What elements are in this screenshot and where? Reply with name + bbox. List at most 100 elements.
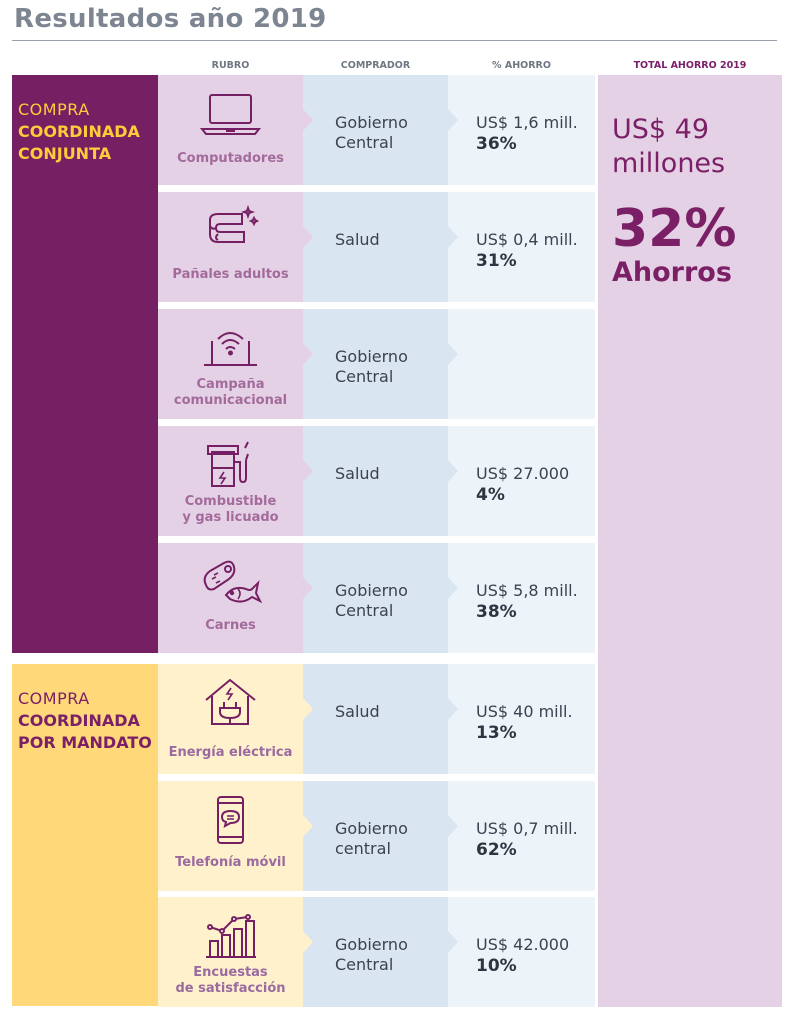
header-rubro: RUBRO <box>158 60 303 80</box>
rubro-label-line: Carnes <box>205 618 256 633</box>
comprador-line: Central <box>335 367 394 386</box>
table-row: Computadores Gobierno Central US$ 1,6 mi… <box>158 75 595 185</box>
group-compra-conjunta: COMPRA COORDINADA CONJUNTA <box>12 75 170 653</box>
comprador-cell: Salud <box>303 664 458 774</box>
ahorro-amount: US$ 5,8 mill. <box>476 581 578 600</box>
rubro-label-line: Pañales adultos <box>172 267 289 282</box>
ahorro-pct: 38% <box>476 602 517 622</box>
ahorro-cell: US$ 5,8 mill. 38% <box>448 543 595 653</box>
ahorro-pct: 4% <box>476 485 505 505</box>
rubro-label-line: Combustible <box>184 494 277 509</box>
ahorro-amount: US$ 42.000 <box>476 935 570 954</box>
laptop-icon <box>198 87 263 139</box>
comprador-cell: Salud <box>303 426 458 536</box>
comprador-line: central <box>335 839 391 858</box>
comprador-cell: Gobierno central <box>303 781 458 891</box>
total-ahorro-panel: US$ 49 millones 32% Ahorros <box>598 75 782 1007</box>
rubro-label-line: Encuestas <box>193 965 268 980</box>
meat-fish-icon <box>198 555 263 607</box>
title-divider <box>12 40 777 41</box>
rubro-label-line: comunicacional <box>173 393 288 408</box>
comprador-line: Salud <box>335 702 380 721</box>
comprador-line: Gobierno <box>335 819 408 838</box>
table-row: Pañales adultos Salud US$ 0,4 mill. 31% <box>158 192 595 302</box>
rubro-cell: Pañales adultos <box>158 192 313 302</box>
ahorro-cell: US$ 27.000 4% <box>448 426 595 536</box>
house-plug-icon <box>198 676 263 728</box>
total-pct: 32% <box>612 199 737 259</box>
wifi-screen-icon <box>198 321 263 373</box>
ahorro-amount: US$ 0,4 mill. <box>476 230 578 249</box>
rubro-label-line: Computadores <box>177 151 284 166</box>
header-ahorro: % AHORRO <box>448 60 595 80</box>
ahorro-cell <box>448 309 595 419</box>
header-comprador: COMPRADOR <box>303 60 448 80</box>
rubro-label-line: de satisfacción <box>175 981 286 996</box>
rubro-label-line: y gas licuado <box>182 510 279 525</box>
ahorro-cell: US$ 40 mill. 13% <box>448 664 595 774</box>
header-comprador-label: COMPRADOR <box>340 60 411 71</box>
comprador-line: Gobierno <box>335 347 408 366</box>
diapers-icon <box>198 204 263 256</box>
header-rubro-label: RUBRO <box>211 60 250 71</box>
table-row: Carnes Gobierno Central US$ 5,8 mill. 38… <box>158 543 595 653</box>
table-row: Encuestas de satisfacción Gobierno Centr… <box>158 897 595 1007</box>
group-label-line2: COORDINADA <box>18 711 140 730</box>
rubro-cell: Encuestas de satisfacción <box>158 897 313 1007</box>
comprador-cell: Gobierno Central <box>303 897 458 1007</box>
ahorro-amount: US$ 27.000 <box>476 464 570 483</box>
comprador-line: Gobierno <box>335 935 408 954</box>
total-amount: US$ 49 millones <box>612 113 782 181</box>
rubro-cell: Computadores <box>158 75 313 185</box>
ahorro-cell: US$ 0,4 mill. 31% <box>448 192 595 302</box>
comprador-line: Central <box>335 601 394 620</box>
group-compra-mandato: COMPRA COORDINADA POR MANDATO <box>12 664 170 1006</box>
rubro-label-line: Energía eléctrica <box>168 745 293 760</box>
table-row: Telefonía móvil Gobierno central US$ 0,7… <box>158 781 595 891</box>
header-ahorro-label: % AHORRO <box>492 60 551 71</box>
ahorro-amount: US$ 1,6 mill. <box>476 113 578 132</box>
fuel-pump-icon <box>198 438 263 490</box>
page-title: Resultados año 2019 <box>14 4 327 34</box>
comprador-line: Gobierno <box>335 581 408 600</box>
ahorro-pct: 62% <box>476 840 517 860</box>
total-label: Ahorros <box>612 257 732 288</box>
comprador-line: Salud <box>335 464 380 483</box>
ahorro-pct: 31% <box>476 251 517 271</box>
group-label-line1: COMPRA <box>18 100 90 119</box>
rubro-label-line: Campaña <box>196 377 265 392</box>
comprador-cell: Gobierno Central <box>303 75 458 185</box>
comprador-cell: Salud <box>303 192 458 302</box>
ahorro-amount: US$ 0,7 mill. <box>476 819 578 838</box>
table-row: Energía eléctrica Salud US$ 40 mill. 13% <box>158 664 595 774</box>
rubro-cell: Combustible y gas licuado <box>158 426 313 536</box>
table-row: Combustible y gas licuado Salud US$ 27.0… <box>158 426 595 536</box>
comprador-cell: Gobierno Central <box>303 543 458 653</box>
comprador-cell: Gobierno Central <box>303 309 458 419</box>
rubro-cell: Campaña comunicacional <box>158 309 313 419</box>
ahorro-cell: US$ 0,7 mill. 62% <box>448 781 595 891</box>
group-label-line3: POR MANDATO <box>18 733 152 752</box>
rubro-cell: Energía eléctrica <box>158 664 313 774</box>
comprador-line: Gobierno <box>335 113 408 132</box>
header-total: TOTAL AHORRO 2019 <box>598 60 782 80</box>
group-label-line1: COMPRA <box>18 689 90 708</box>
rubro-label-line: Telefonía móvil <box>175 855 286 870</box>
ahorro-cell: US$ 42.000 10% <box>448 897 595 1007</box>
ahorro-pct: 13% <box>476 723 517 743</box>
total-amount-line2: millones <box>612 148 726 179</box>
group-label-line2: COORDINADA <box>18 122 140 141</box>
rubro-cell: Telefonía móvil <box>158 781 313 891</box>
ahorro-pct: 10% <box>476 956 517 976</box>
ahorro-amount: US$ 40 mill. <box>476 702 573 721</box>
total-amount-line1: US$ 49 <box>612 114 710 145</box>
table-row: Campaña comunicacional Gobierno Central <box>158 309 595 419</box>
rubro-cell: Carnes <box>158 543 313 653</box>
bar-chart-icon <box>198 909 263 961</box>
header-total-label: TOTAL AHORRO 2019 <box>633 60 747 71</box>
ahorro-pct: 36% <box>476 134 517 154</box>
comprador-line: Central <box>335 955 394 974</box>
group-label-line3: CONJUNTA <box>18 144 112 163</box>
comprador-line: Salud <box>335 230 380 249</box>
ahorro-cell: US$ 1,6 mill. 36% <box>448 75 595 185</box>
